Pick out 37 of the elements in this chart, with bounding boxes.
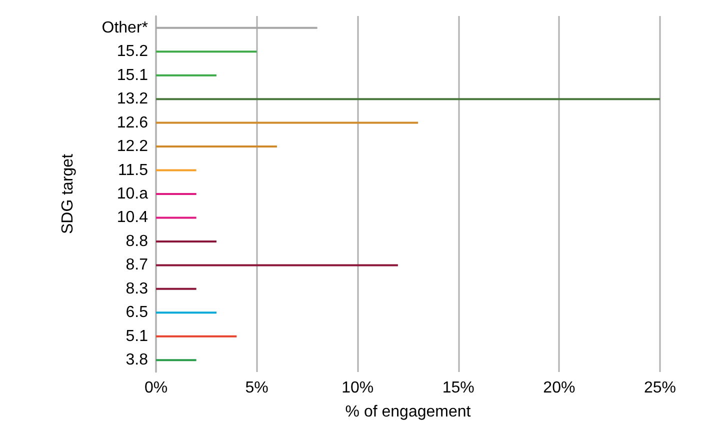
- bar: [156, 335, 237, 338]
- y-tick-label: 5.1: [126, 328, 148, 345]
- y-tick-label: 13.2: [116, 90, 148, 108]
- x-tick-label: 25%: [644, 380, 676, 396]
- bar: [156, 146, 277, 148]
- bar: [156, 240, 216, 242]
- bar: [156, 312, 216, 314]
- y-tick-label: 8.8: [126, 232, 148, 250]
- bar: [156, 122, 418, 124]
- y-tick-label: Other*: [102, 19, 148, 36]
- y-tick-label: 3.8: [126, 352, 148, 369]
- bar: [156, 264, 398, 266]
- bar: [156, 288, 196, 290]
- y-axis-title: SDG target: [60, 153, 76, 234]
- x-tick-label: 20%: [543, 380, 576, 396]
- x-tick-label: 5%: [245, 380, 268, 396]
- y-tick-label: 8.7: [126, 256, 148, 274]
- bar: [156, 169, 196, 172]
- x-tick-label: 10%: [342, 380, 374, 396]
- bar: [156, 50, 257, 53]
- x-tick-label: 15%: [442, 380, 474, 396]
- x-tick-label: 0%: [144, 380, 168, 396]
- y-tick-label: 6.5: [126, 304, 148, 322]
- bar: [156, 216, 196, 219]
- bar: [156, 74, 216, 76]
- y-tick-label: 10.a: [116, 186, 148, 202]
- y-tick-label: 10.4: [116, 209, 148, 226]
- y-tick-label: 15.1: [116, 66, 148, 84]
- bar: [156, 193, 196, 195]
- y-tick-label: 11.5: [118, 162, 148, 179]
- y-tick-label: 12.6: [116, 114, 148, 132]
- x-axis-title: % of engagement: [345, 404, 472, 420]
- bar: [156, 359, 196, 362]
- y-tick-label: 12.2: [116, 138, 148, 156]
- bar: [156, 98, 660, 100]
- y-tick-label: 15.2: [116, 43, 148, 60]
- y-tick-label: 8.3: [126, 280, 148, 298]
